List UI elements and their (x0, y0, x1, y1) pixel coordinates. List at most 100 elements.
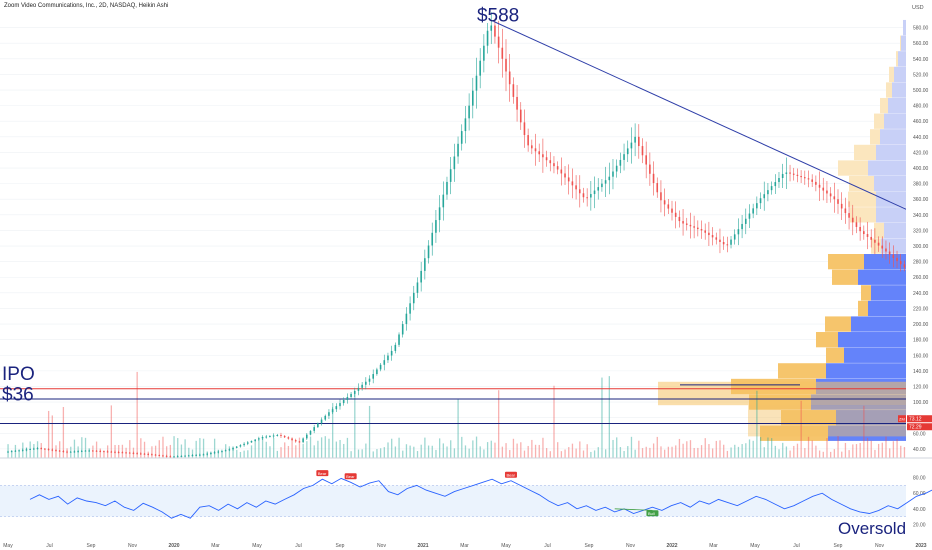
candle-body (851, 217, 854, 223)
volume-bar (494, 442, 496, 458)
volume-bar (678, 438, 681, 458)
volume-bar (682, 443, 684, 458)
volume-bar (154, 445, 157, 458)
volume-bar (652, 443, 655, 458)
candle-body (726, 244, 729, 246)
candle-body (722, 241, 725, 245)
volume-profile-bar-sell (886, 82, 892, 98)
price-tick-label: 460.00 (913, 119, 929, 125)
candle-body (265, 436, 268, 438)
volume-bar (254, 439, 256, 458)
candle-body (885, 248, 887, 252)
candle-body (283, 435, 286, 438)
volume-profile-bar-buy (871, 285, 906, 301)
volume-bar (188, 447, 190, 458)
volume-bar (534, 444, 537, 458)
candle-body (807, 178, 810, 180)
volume-bar (33, 444, 35, 458)
volume-bar (616, 437, 618, 458)
candle-body (800, 175, 802, 178)
volume-bar (372, 451, 374, 458)
candle-body (10, 451, 13, 453)
volume-bar (387, 442, 389, 458)
price-tick-label: 480.00 (913, 104, 929, 110)
volume-bar (752, 440, 754, 458)
volume-profile-bar-sell (871, 238, 881, 254)
volume-bar (512, 438, 515, 458)
candle-body (575, 185, 577, 190)
candle-body (7, 451, 9, 453)
annotation-label: IPO (2, 364, 35, 385)
time-tick-label: Sep (834, 543, 843, 549)
volume-bar (103, 450, 105, 458)
candle-body (291, 438, 293, 441)
volume-bar (328, 438, 330, 458)
volume-bar (490, 440, 492, 458)
annotations: $588-87.85%IPO$36$122 Goldman Sachs$106n… (2, 5, 519, 405)
candle-body (147, 453, 149, 455)
volume-bar (763, 447, 765, 458)
volume-profile-bar-sell (850, 207, 876, 223)
candle-body (863, 231, 865, 235)
volume-bar (36, 441, 39, 458)
candle-body (601, 183, 603, 188)
candle-body (420, 270, 422, 283)
volume-profile-bar-buy (876, 207, 906, 223)
volume-profile-bar-buy (864, 254, 906, 270)
volume-bar (523, 450, 526, 458)
volume-bar (346, 437, 349, 458)
candle-body (582, 193, 585, 198)
volume-bar (343, 443, 345, 458)
volume-profile-bar-buy (836, 410, 906, 426)
candle-body (243, 443, 245, 446)
candle-body (412, 292, 415, 304)
candle-body (730, 239, 732, 245)
candle-body (69, 451, 72, 453)
volume-bar (99, 448, 101, 458)
candle-body (778, 178, 780, 183)
volume-bar (870, 440, 872, 458)
candle-body (715, 237, 718, 240)
signal-label: Bear (506, 472, 515, 477)
candle-body (815, 181, 817, 185)
trendline (493, 20, 932, 222)
volume-bar (582, 450, 585, 458)
candle-body (217, 451, 220, 453)
candle-body (615, 165, 618, 172)
volume-profile-bar-sell (828, 254, 864, 270)
volume-profile-bar-sell (760, 425, 828, 441)
volume-bar (173, 436, 175, 458)
volume-profile-bar-buy (868, 300, 906, 317)
volume-bar (88, 448, 90, 458)
candle-body (438, 207, 441, 221)
volume-bar (239, 451, 242, 458)
volume-profile-bar-buy (892, 82, 906, 98)
candle-body (674, 212, 677, 217)
candle-body (663, 200, 666, 205)
volume-bars (7, 371, 931, 458)
candle-body (649, 164, 651, 174)
price-tick-label: 440.00 (913, 135, 929, 141)
candle-body (689, 224, 692, 227)
candle-body (682, 221, 684, 224)
volume-bar (649, 447, 651, 458)
volume-profile-bar-sell (778, 363, 826, 379)
candle-body (822, 187, 825, 191)
candle-body (21, 449, 24, 451)
volume-bar (645, 446, 647, 458)
candle-body (151, 454, 153, 456)
oversold-label: Oversold (838, 519, 906, 538)
volume-profile-bar-buy (876, 191, 906, 207)
candle-body (848, 213, 850, 218)
candle-body (361, 384, 363, 388)
volume-bar (276, 450, 278, 458)
candle-body (77, 451, 79, 453)
volume-bar (169, 444, 172, 458)
volume-bar (796, 443, 799, 458)
candle-body (623, 154, 625, 160)
candle-body (416, 282, 419, 293)
volume-bar (560, 451, 563, 458)
volume-bar (350, 451, 352, 458)
rsi-tick-label: 40.00 (913, 507, 926, 513)
